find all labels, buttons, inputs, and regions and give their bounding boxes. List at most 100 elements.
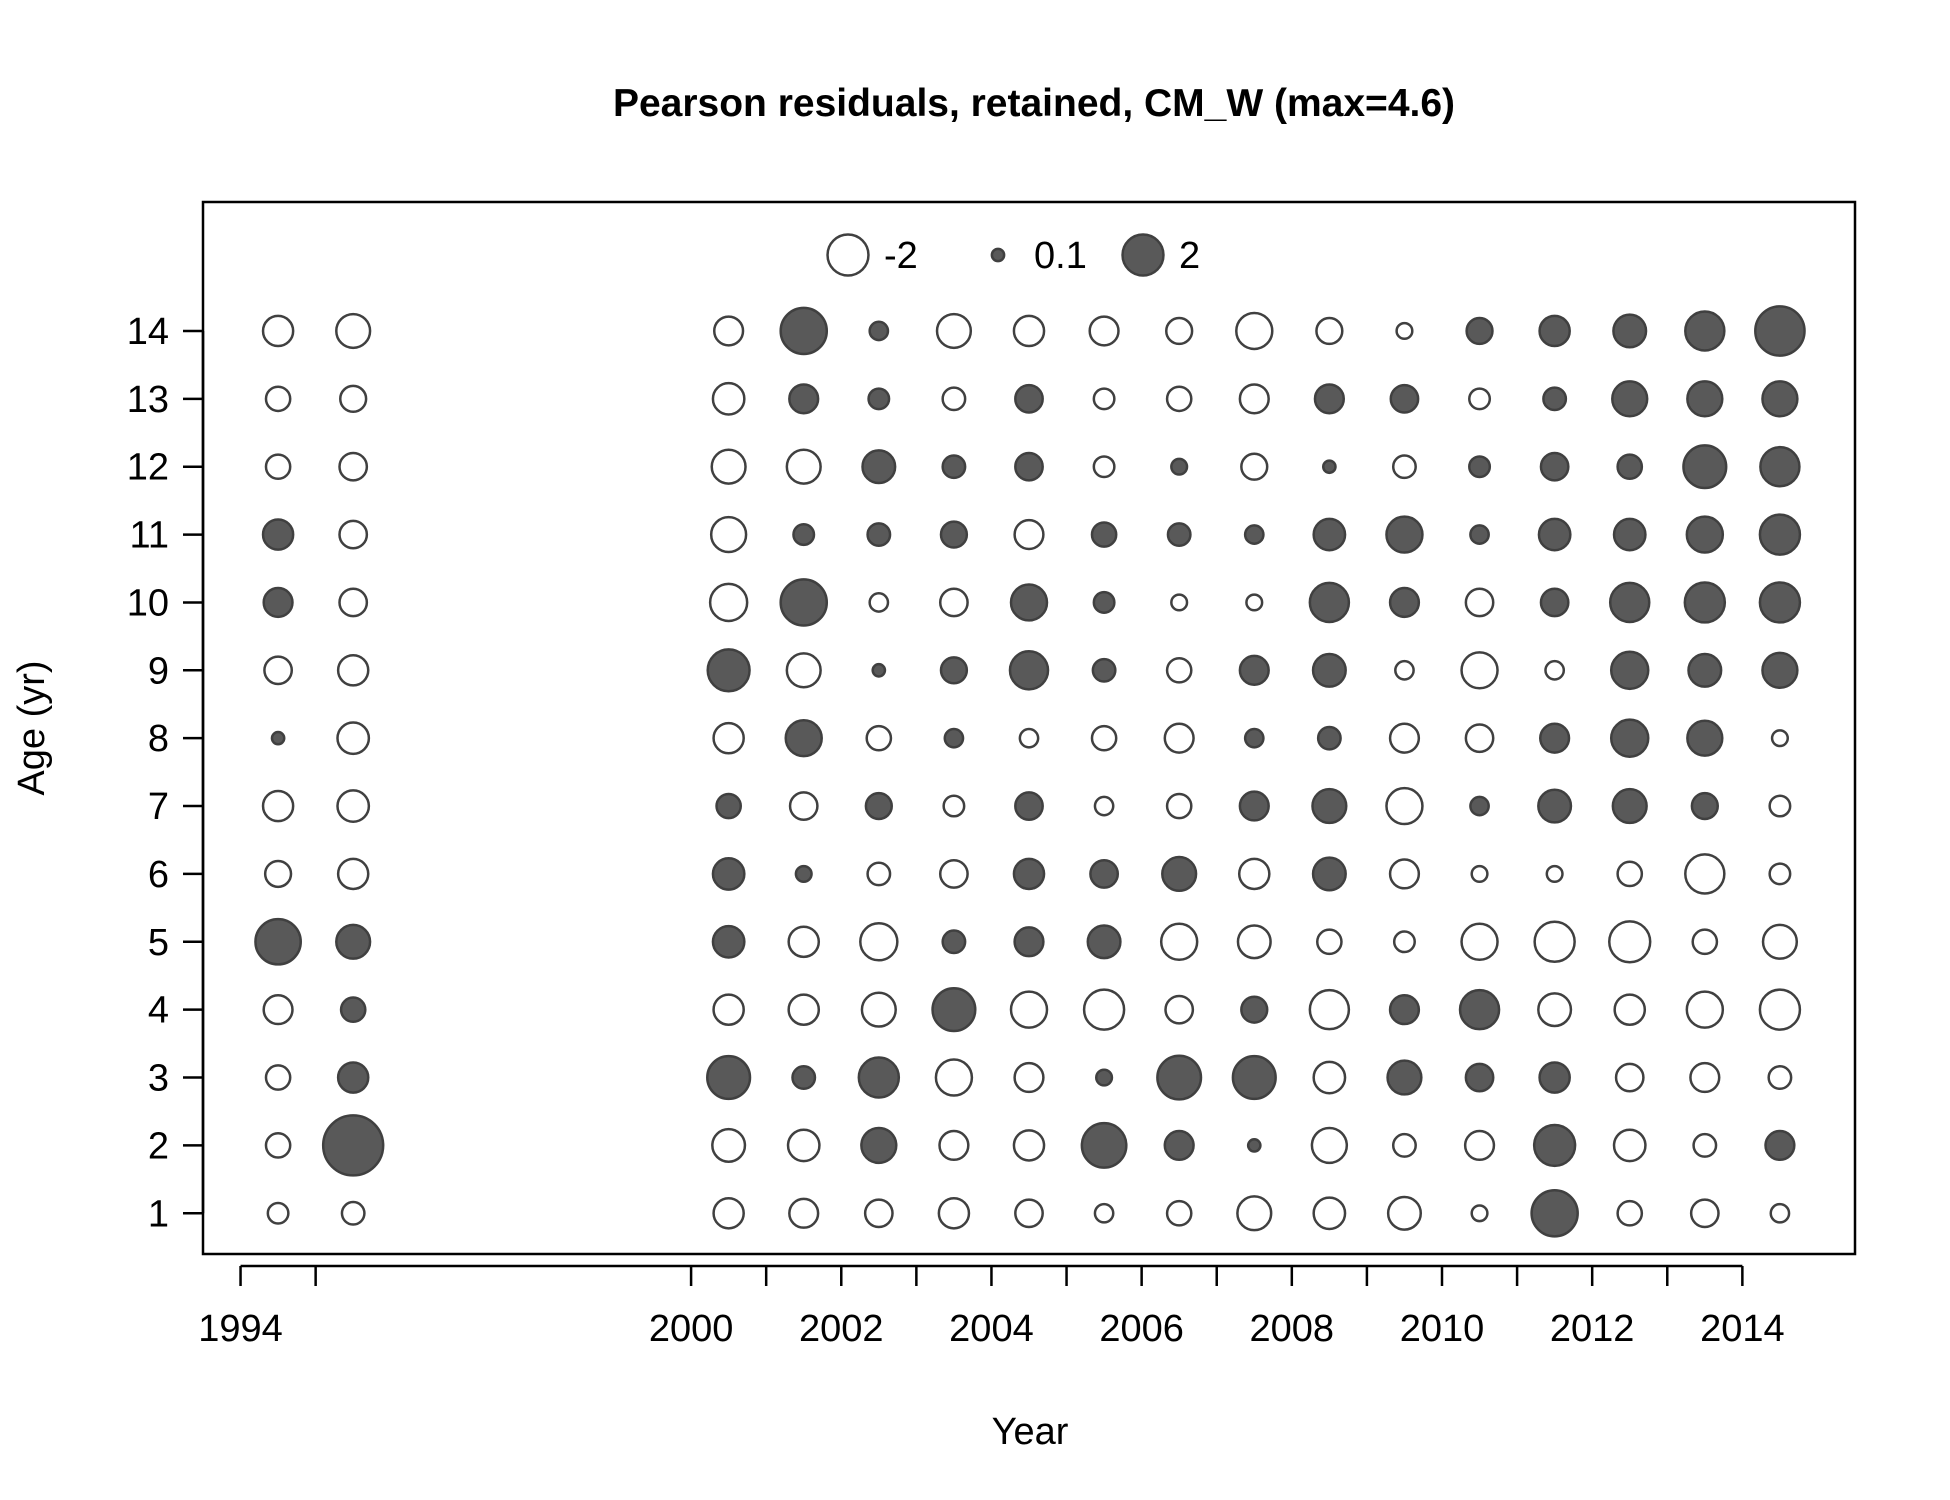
- x-axis: 1994 2000 2002 2004 2006 2008 2010 2012 2014: [198, 1264, 1785, 1350]
- bubble-positive: [1014, 451, 1044, 482]
- x-tick-label: 2008: [1250, 1308, 1335, 1350]
- bubble-negative: [1165, 316, 1194, 346]
- bubble-negative: [859, 922, 899, 962]
- bubble-negative: [338, 519, 369, 550]
- bubble-positive: [791, 1065, 817, 1091]
- bubble-negative: [1391, 1132, 1417, 1158]
- bubble-positive: [943, 727, 965, 749]
- bubble-positive: [792, 523, 816, 547]
- y-tick-label: 6: [148, 854, 169, 896]
- bubble-positive: [941, 454, 967, 480]
- bubble-negative: [934, 1058, 974, 1097]
- bubble-negative: [787, 925, 821, 959]
- x-tick-label: 2014: [1700, 1308, 1785, 1350]
- bubble-positive: [1311, 787, 1348, 825]
- bubble-positive: [261, 518, 295, 551]
- bubble-negative: [1092, 455, 1116, 479]
- bubble-negative: [339, 384, 368, 413]
- bubble-positive: [864, 791, 893, 821]
- bubble-negative: [1237, 857, 1271, 891]
- bubble-negative: [338, 451, 369, 482]
- bubble-positive: [706, 1054, 752, 1101]
- bubble-positive: [1321, 459, 1337, 475]
- bubble-positive: [779, 306, 829, 356]
- bubble-positive: [1758, 581, 1802, 624]
- bubble-negative: [712, 1196, 745, 1230]
- bubble-negative: [786, 1128, 821, 1163]
- legend-label: 0.1: [1034, 235, 1087, 277]
- y-tick-label: 9: [148, 650, 169, 692]
- bubble-positive: [1091, 657, 1117, 683]
- bubble-positive: [939, 656, 969, 685]
- bubble-positive: [867, 387, 891, 411]
- bubble-positive: [1532, 1123, 1577, 1168]
- bubble-negative: [863, 1198, 894, 1229]
- bubble-negative: [785, 652, 822, 689]
- y-axis-title: Age (yr): [11, 660, 53, 795]
- bubble-positive: [335, 923, 372, 960]
- bubble-positive: [939, 520, 969, 549]
- bubble-positive: [1761, 380, 1799, 418]
- bubble-negative: [1468, 387, 1492, 411]
- bubble-negative: [708, 582, 749, 623]
- legend-bubble: [826, 233, 870, 277]
- bubble-positive: [1612, 517, 1647, 552]
- bubble-negative: [1165, 656, 1193, 684]
- y-tick-label: 1: [148, 1193, 169, 1235]
- bubble-negative: [340, 1200, 366, 1226]
- bubble-positive: [1538, 1061, 1571, 1094]
- bubble-negative: [1315, 316, 1344, 346]
- bubble-positive: [1166, 522, 1192, 548]
- bubble-positive: [270, 730, 286, 746]
- bubble-negative: [1238, 383, 1270, 415]
- bubble-negative: [1012, 314, 1046, 348]
- bubble-positive: [1008, 650, 1050, 691]
- bubble-positive: [779, 578, 829, 627]
- bubble-positive: [1759, 445, 1801, 488]
- bubble-positive: [262, 586, 294, 619]
- bubble-negative: [263, 655, 294, 686]
- bubble-positive: [1465, 316, 1494, 346]
- bubble-negative: [1316, 928, 1343, 956]
- legend: -2 0.1 2: [826, 233, 1200, 277]
- bubble-negative: [1394, 659, 1415, 681]
- bubble-positive: [1163, 1129, 1195, 1162]
- x-tick-label: 1994: [198, 1308, 283, 1350]
- bubble-negative: [712, 721, 745, 755]
- bubble-negative: [1545, 864, 1564, 884]
- bubble-positive: [1690, 791, 1719, 821]
- bubble-positive: [868, 320, 890, 342]
- bubble-negative: [1312, 1060, 1347, 1095]
- bubble-positive: [254, 917, 302, 966]
- bubble-negative: [261, 314, 295, 348]
- bubble-negative: [1460, 651, 1499, 690]
- bubble-positive: [1080, 1121, 1128, 1169]
- bubble-negative: [866, 861, 892, 887]
- bubble-positive: [1316, 725, 1342, 751]
- bubble-negative: [938, 858, 969, 889]
- bubble-negative: [1385, 786, 1424, 826]
- bubble-negative: [1093, 1202, 1115, 1224]
- bubble-negative: [1689, 1061, 1721, 1094]
- bubble-negative: [865, 724, 893, 752]
- bubble-positive: [1686, 719, 1724, 757]
- bubble-negative: [263, 859, 293, 889]
- bubble-positive: [1389, 383, 1420, 414]
- bubble-positive: [1683, 581, 1727, 624]
- bubble-negative: [788, 1197, 820, 1229]
- bubble-positive: [1240, 995, 1269, 1024]
- y-tick-label: 12: [127, 447, 169, 489]
- bubble-positive: [1243, 524, 1265, 545]
- legend-label: 2: [1179, 235, 1200, 277]
- bubble-positive: [1687, 652, 1723, 688]
- bubble-negative: [1165, 385, 1193, 413]
- bubble-negative: [1395, 321, 1414, 341]
- bubble-negative: [336, 654, 370, 687]
- bubble-negative: [264, 1064, 292, 1091]
- bubble-positive: [1092, 590, 1116, 614]
- bubble-negative: [938, 1129, 970, 1162]
- bubble-negative: [1768, 862, 1792, 886]
- bubble-negative: [787, 993, 821, 1026]
- bubble-negative: [1170, 593, 1189, 612]
- bubble-positive: [1386, 1059, 1423, 1096]
